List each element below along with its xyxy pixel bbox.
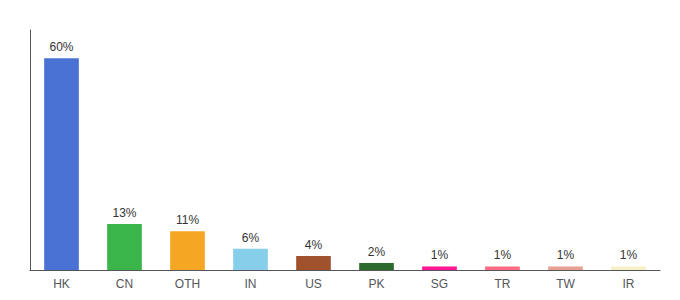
- svg-text:1%: 1%: [494, 248, 512, 262]
- svg-text:2%: 2%: [368, 245, 386, 259]
- svg-text:11%: 11%: [176, 213, 199, 227]
- svg-text:4%: 4%: [305, 238, 323, 252]
- svg-text:SG: SG: [431, 277, 448, 291]
- svg-text:IR: IR: [623, 277, 635, 291]
- svg-text:OTH: OTH: [175, 277, 200, 291]
- svg-text:TR: TR: [495, 277, 511, 291]
- svg-text:CN: CN: [116, 277, 133, 291]
- svg-text:13%: 13%: [112, 206, 136, 220]
- svg-text:6%: 6%: [242, 231, 260, 245]
- svg-text:60%: 60%: [49, 40, 73, 54]
- svg-text:TW: TW: [556, 277, 575, 291]
- svg-text:1%: 1%: [557, 248, 575, 262]
- svg-text:IN: IN: [245, 277, 257, 291]
- svg-text:PK: PK: [368, 277, 384, 291]
- svg-text:US: US: [305, 277, 322, 291]
- svg-text:HK: HK: [53, 277, 70, 291]
- svg-text:1%: 1%: [431, 248, 449, 262]
- svg-text:1%: 1%: [620, 248, 638, 262]
